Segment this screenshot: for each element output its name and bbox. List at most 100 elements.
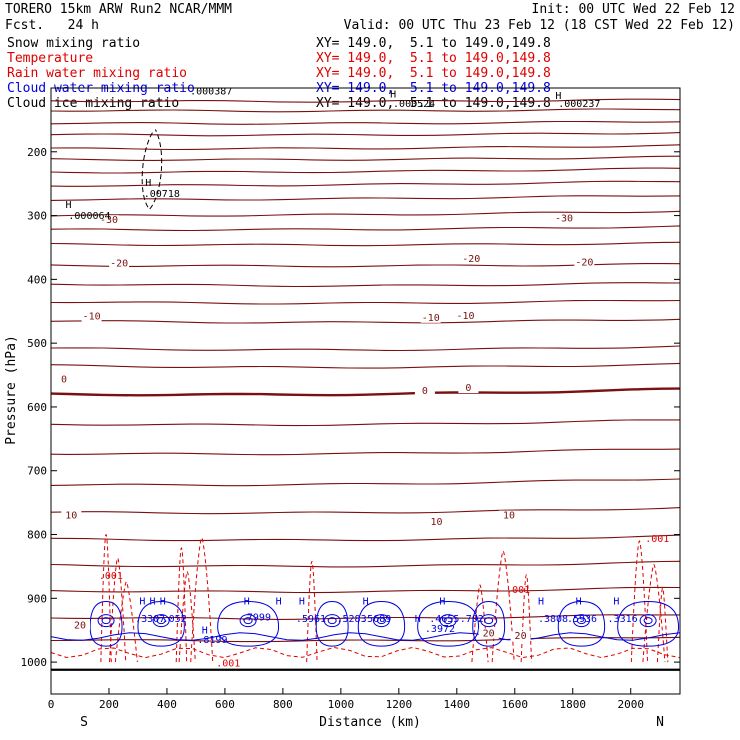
contour-max-label-8: .000237 — [558, 99, 600, 110]
temp-label-15: 20 — [483, 629, 495, 640]
temp-label-bg-8 — [54, 374, 75, 385]
x-tick-label-0: 0 — [48, 698, 55, 711]
contour-labels: -30 -30 -20 -20 -20 -10 -10 -10 0 0 0 10 10 10 20 20 20 H… — [54, 86, 669, 670]
cloud-water-cell-8 — [617, 601, 680, 647]
temp-label-bg-6 — [420, 312, 441, 323]
temp-label-bg-12 — [426, 516, 447, 527]
isotherm--32 — [50, 144, 681, 151]
contour-max-label-36: .001 — [506, 585, 530, 596]
temp-label-bg-2 — [109, 258, 130, 269]
temp-label-bg-5 — [81, 311, 102, 322]
contour-max-label-9: H — [139, 597, 145, 608]
snow-contours — [141, 129, 163, 210]
x-axis-label: Distance (km) — [319, 715, 421, 730]
y-tick-label-1: 300 — [27, 210, 47, 223]
contour-max-label-15: .8199 — [197, 635, 227, 646]
isotherm--34 — [50, 132, 681, 137]
temp-label-2: -20 — [110, 259, 128, 270]
cloud-water-inner-4 — [376, 617, 386, 625]
cloud-water-inner-0 — [101, 617, 111, 625]
cloud-water-core-4 — [372, 614, 390, 628]
cloud-water-inner-7 — [576, 617, 586, 625]
isotherm--38 — [50, 108, 681, 113]
x-tick-label-9: 1800 — [560, 698, 587, 711]
contour-max-label-18: .7999 — [241, 613, 271, 624]
contour-max-label-19: H — [299, 597, 305, 608]
y-tick-label-6: 800 — [27, 529, 47, 542]
temperature-isotherms — [50, 98, 681, 671]
temp-label-6: -10 — [422, 313, 440, 324]
temp-label-8: 0 — [61, 375, 67, 386]
isotherm-16 — [50, 614, 680, 620]
contour-max-label-7: H — [555, 91, 561, 102]
contour-max-label-25: .3972 — [425, 624, 455, 635]
contour-max-label-37: .001 — [645, 534, 669, 545]
cloud-water-base — [50, 632, 681, 641]
cloud-water-cell-2 — [217, 601, 280, 647]
axes: 0 200 400 600 800 1000 1200 1400 1600 1800 2000200… — [21, 146, 680, 711]
contour-max-label-16: H — [244, 597, 250, 608]
legend-range-4: XY= 149.0, 5.1 to 149.0,149.8 — [316, 96, 551, 111]
temp-label-bg-10 — [458, 383, 479, 393]
legend: Snow mixing ratio XY= 149.0, 5.1 to 149.… — [7, 36, 551, 111]
temp-label-bg-16 — [510, 631, 531, 642]
legend-name-0: Snow mixing ratio — [7, 36, 140, 51]
isotherm-14 — [50, 586, 681, 594]
cloud-water-inner-6 — [484, 617, 494, 625]
rain-contour-1 — [109, 557, 127, 663]
rain-contour-low — [50, 646, 681, 659]
isotherm--10 — [50, 318, 681, 324]
isotherm--12 — [50, 299, 681, 305]
y-tick-label-2: 400 — [27, 273, 47, 286]
x-tick-label-8: 1600 — [502, 698, 529, 711]
temp-label-0: -30 — [100, 215, 118, 226]
x-tick-label-3: 600 — [215, 698, 235, 711]
cloud-water-cell-1 — [137, 601, 185, 647]
legend-name-4: Cloud ice mixing ratio — [7, 96, 179, 111]
cloud-water-core-5 — [439, 614, 457, 628]
temp-label-bg-0 — [98, 215, 119, 226]
header-right-line1: Init: 00 UTC Wed 22 Feb 12 — [532, 2, 736, 17]
isotherm--6 — [50, 362, 681, 369]
cloud-water-inner-8 — [643, 617, 653, 625]
isotherm--22 — [50, 210, 681, 217]
contour-max-label-3: .00718 — [144, 189, 180, 200]
temp-label-1: -30 — [555, 213, 573, 224]
isotherm-2 — [50, 419, 680, 427]
isotherm--20 — [50, 225, 681, 232]
legend-range-1: XY= 149.0, 5.1 to 149.0,149.8 — [316, 51, 551, 66]
isotherm--40 — [50, 98, 681, 103]
temp-label-9: 0 — [422, 386, 428, 397]
contour-max-label-2: H — [145, 178, 151, 189]
isotherm--18 — [50, 241, 681, 247]
temp-label-5: -10 — [83, 312, 101, 323]
contour-max-label-38: .001 — [216, 659, 240, 670]
legend-name-1: Temperature — [7, 51, 93, 66]
contour-max-label-11: H — [160, 597, 166, 608]
isotherm-4 — [50, 448, 681, 456]
contour-max-label-28: .702 — [460, 614, 484, 625]
direction-label-right: N — [656, 715, 664, 730]
contour-max-label-29: H — [538, 597, 544, 608]
x-tick-label-10: 2000 — [617, 698, 644, 711]
contour-max-label-34: .3316 — [608, 614, 638, 625]
contour-max-label-10: H — [150, 597, 156, 608]
header-right-line2: Valid: 00 UTC Thu 23 Feb 12 (18 CST Wed … — [344, 18, 735, 33]
cloud-water-cell-7 — [557, 601, 606, 647]
x-tick-label-1: 200 — [99, 698, 119, 711]
x-tick-label-5: 1000 — [328, 698, 355, 711]
temp-label-3: -20 — [462, 254, 480, 265]
temp-label-7: -10 — [456, 311, 474, 322]
x-tick-label-7: 1400 — [444, 698, 471, 711]
rain-contour-8 — [491, 550, 515, 663]
contour-max-label-6: .000524 — [393, 99, 435, 110]
isotherm-0 — [50, 387, 681, 397]
cloud-water-inner-1 — [156, 617, 166, 625]
y-tick-label-3: 500 — [27, 337, 47, 350]
temp-label-bg-3 — [461, 254, 482, 265]
cloud-water-cell-6 — [472, 601, 506, 647]
contour-max-label-5: H — [390, 90, 396, 101]
isotherm--28 — [50, 167, 681, 174]
contour-max-label-12: .3307 — [135, 614, 165, 625]
